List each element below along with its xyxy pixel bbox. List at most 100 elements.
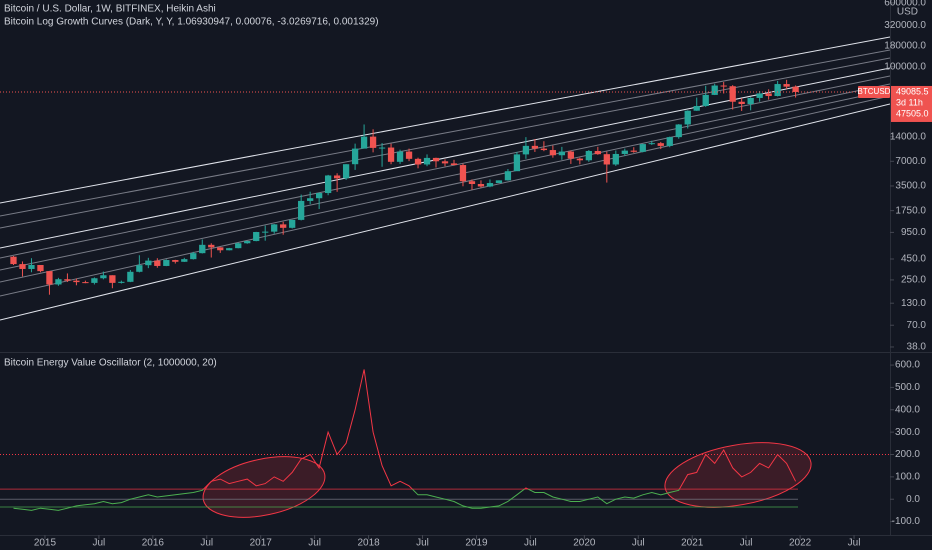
candle-body	[441, 161, 449, 164]
candle-body	[73, 280, 80, 283]
y-tick-label: 450.0	[901, 254, 926, 265]
candle-body	[684, 110, 691, 125]
growth-curve	[0, 57, 890, 229]
candle-body	[666, 137, 673, 146]
candle-body	[738, 101, 745, 105]
y-tick-label: 600.0	[895, 360, 920, 371]
candle-body	[253, 232, 260, 242]
highlight-ellipse	[202, 456, 326, 518]
candle-body	[540, 148, 548, 151]
candle-body	[217, 247, 224, 251]
x-tick-label: 2019	[465, 538, 488, 549]
candle-body	[199, 244, 206, 254]
candle-body	[756, 93, 763, 98]
x-tick-label: 2017	[250, 538, 273, 549]
candle-body	[163, 260, 170, 266]
candle-body	[190, 253, 197, 260]
x-tick-label: Jul	[524, 538, 537, 549]
candle-body	[495, 180, 503, 184]
growth-curve	[0, 89, 890, 283]
candle-body	[432, 157, 440, 162]
y-tick-label: 200.0	[895, 449, 920, 460]
candle-body	[612, 153, 619, 165]
candle-body	[333, 175, 341, 179]
candle-body	[486, 183, 494, 187]
y-tick-label: 130.0	[901, 298, 926, 309]
candle-body	[711, 85, 718, 95]
growth-curve	[0, 83, 890, 271]
candle-body	[378, 147, 386, 149]
x-tick-label: 2016	[142, 538, 165, 549]
candle-body	[298, 200, 305, 220]
y-tick-label: 0.0	[906, 494, 920, 505]
y-tick-label: 320000.0	[884, 20, 926, 31]
candle-body	[315, 193, 323, 199]
candle-body	[369, 136, 377, 148]
candle-body	[226, 248, 233, 251]
candle-body	[639, 144, 646, 152]
candle-body	[172, 260, 179, 262]
candle-body	[531, 145, 539, 149]
candle-body	[208, 244, 215, 248]
candle-body	[271, 224, 278, 232]
growth-curve	[0, 49, 890, 217]
candle-body	[351, 148, 359, 165]
growth-curve	[0, 67, 890, 249]
x-tick-label: Jul	[308, 538, 321, 549]
candle-body	[459, 165, 467, 182]
candle-body	[549, 150, 557, 156]
candle-body	[774, 84, 781, 97]
candle-body	[262, 231, 269, 233]
candle-body	[630, 150, 637, 152]
candle-body	[513, 154, 521, 172]
y-tick-label: 100000.0	[884, 61, 926, 72]
candle-body	[136, 265, 143, 272]
candle-body	[423, 157, 431, 165]
y-tick-label: 70.0	[907, 320, 927, 331]
indicator-title: Bitcoin Log Growth Curves (Dark, Y, Y, 1…	[4, 17, 379, 28]
x-tick-label: Jul	[632, 538, 645, 549]
candle-body	[91, 278, 98, 283]
chart-title: Bitcoin / U.S. Dollar, 1W, BITFINEX, Hei…	[4, 4, 216, 15]
candle-body	[360, 136, 368, 149]
x-tick-label: 2015	[34, 538, 57, 549]
candle-body	[450, 163, 458, 166]
candle-body	[82, 282, 89, 284]
candle-body	[100, 275, 107, 279]
candle-body	[504, 171, 512, 181]
candle-body	[621, 150, 628, 154]
candle-body	[396, 151, 404, 162]
candle-body	[324, 175, 332, 194]
candle-body	[729, 86, 736, 102]
candle-body	[64, 279, 71, 281]
candle-body	[244, 241, 251, 244]
candle-body	[585, 150, 592, 161]
candle-body	[289, 219, 296, 228]
y-tick-label: 7000.0	[895, 156, 926, 167]
candle-body	[468, 181, 476, 184]
candle-body	[154, 260, 161, 266]
candle-body	[127, 271, 134, 282]
candle-body	[693, 105, 700, 111]
candle-body	[46, 271, 53, 285]
candle-body	[414, 158, 422, 165]
y-tick-label: -100.0	[892, 516, 921, 527]
candle-body	[405, 151, 413, 159]
candle-body	[567, 151, 575, 159]
growth-curve	[0, 36, 890, 204]
y-tick-label: 3500.0	[895, 181, 926, 192]
x-tick-label: Jul	[848, 538, 861, 549]
candle-body	[648, 143, 655, 145]
y-tick-label: 500.0	[895, 382, 920, 393]
y-tick-label: 950.0	[901, 227, 926, 238]
candle-body	[307, 198, 314, 201]
candle-body	[118, 281, 125, 283]
candles	[10, 79, 799, 295]
second-price-label: 47505.0	[896, 108, 929, 118]
y-tick-label: 180000.0	[884, 40, 926, 51]
x-tick-label: 2020	[573, 538, 596, 549]
candle-body	[720, 85, 727, 87]
candle-body	[594, 150, 601, 155]
symbol-tag-label: BTCUSD	[858, 87, 891, 96]
